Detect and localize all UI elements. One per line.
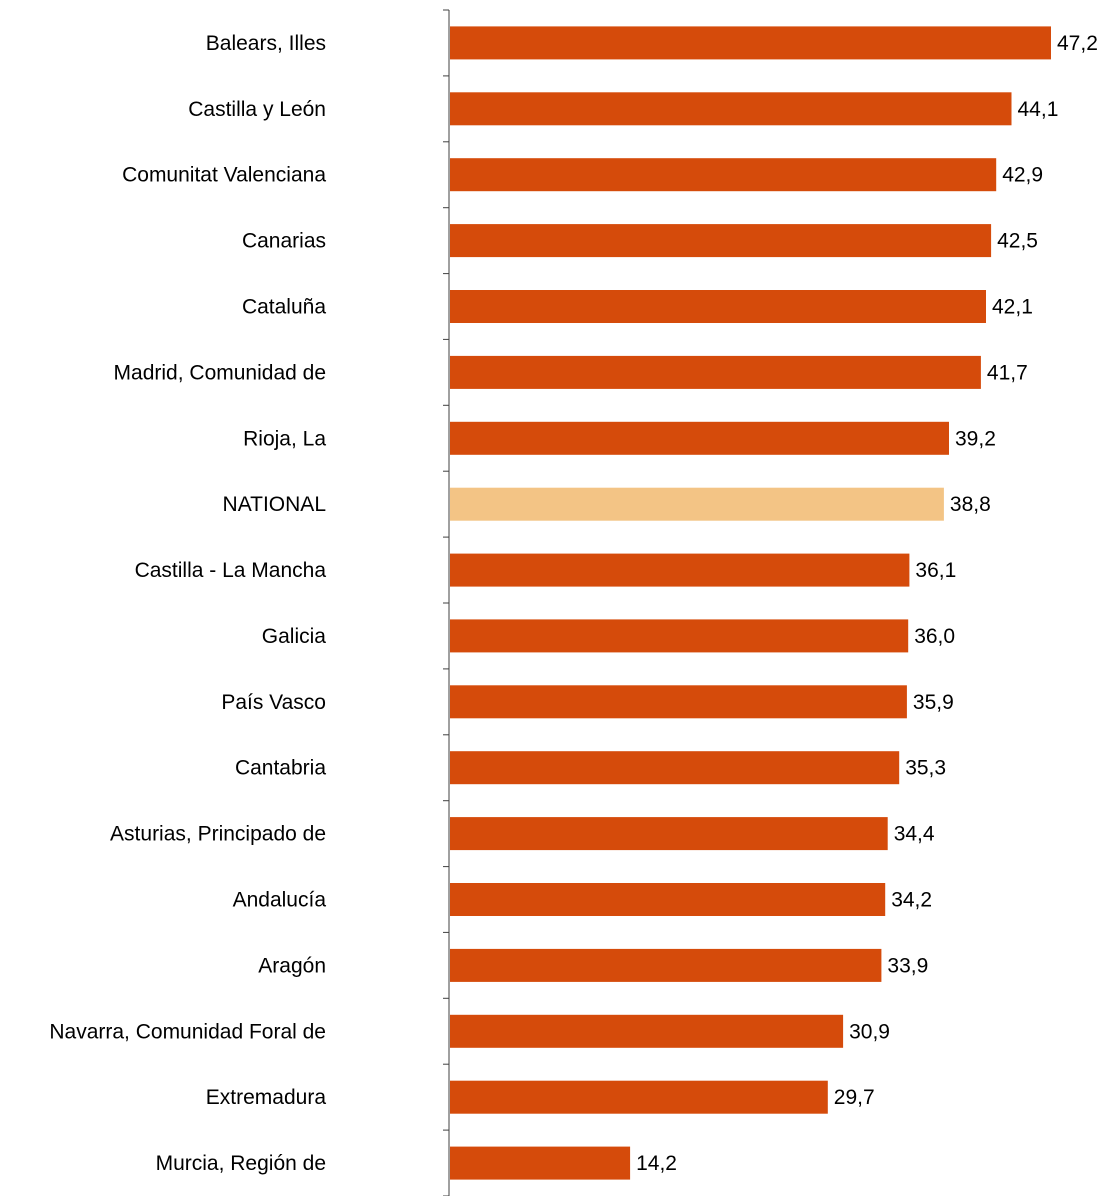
category-label-murcia-region-de: Murcia, Región de [156,1152,326,1175]
bar-aragon [450,948,882,982]
bar-national [450,487,944,521]
bar-castilla-la-mancha [450,553,910,587]
value-label-andalucia: 34,2 [891,889,932,912]
value-label-aragon: 33,9 [887,954,928,977]
value-label-galicia: 36,0 [914,625,955,648]
y-axis-group [443,9,450,1196]
bar-cantabria [450,751,900,785]
category-label-navarra-comunidad-foral-de: Navarra, Comunidad Foral de [49,1020,326,1043]
value-label-castilla-la-mancha: 36,1 [915,559,956,582]
value-label-national: 38,8 [950,493,991,516]
bar-castilla-y-leon [450,92,1012,126]
category-label-aragon: Aragón [258,954,326,977]
value-label-madrid-comunidad-de: 41,7 [987,361,1028,384]
bar-cataluna [450,290,986,323]
value-label-castilla-y-leon: 44,1 [1018,98,1059,121]
category-label-cantabria: Cantabria [235,757,326,780]
category-label-comunitat-valenciana: Comunitat Valenciana [122,164,326,187]
bar-extremadura [450,1080,828,1114]
bar-pais-vasco [450,685,907,719]
category-label-castilla-y-leon: Castilla y León [188,98,326,121]
value-label-navarra-comunidad-foral-de: 30,9 [849,1020,890,1043]
category-label-balears-illes: Balears, Illes [206,32,326,55]
value-label-pais-vasco: 35,9 [913,691,954,714]
category-label-rioja-la: Rioja, La [243,427,326,450]
bar-madrid-comunidad-de [450,355,981,389]
category-label-galicia: Galicia [262,625,327,648]
bar-murcia-region-de [450,1146,631,1180]
category-label-national: NATIONAL [223,493,326,516]
bar-galicia [450,619,909,653]
value-label-cantabria: 35,3 [905,757,946,780]
category-label-asturias-principado-de: Asturias, Principado de [110,823,326,846]
category-labels-group: Balears, Illes Castilla y León Comunitat V… [49,32,326,1175]
bar-asturias-principado-de [450,817,888,851]
bar-balears-illes [450,26,1051,60]
category-label-extremadura: Extremadura [206,1086,327,1109]
category-label-andalucia: Andalucía [233,889,327,912]
value-label-extremadura: 29,7 [834,1086,875,1109]
category-label-castilla-la-mancha: Castilla - La Mancha [135,559,327,582]
category-label-cataluna: Cataluña [242,296,326,319]
value-labels-group: 47,2 44,1 42,9 42,5 42,1 41,7 39,2 38,8 36,1 36,0… [636,32,1098,1175]
category-label-pais-vasco: País Vasco [221,691,326,714]
value-label-asturias-principado-de: 34,4 [894,823,935,846]
bar-navarra-comunidad-foral-de [450,1014,844,1048]
bar-canarias [450,224,992,258]
category-label-canarias: Canarias [242,230,326,253]
bars-group [450,26,1051,1180]
value-label-cataluna: 42,1 [992,296,1033,319]
category-label-madrid-comunidad-de: Madrid, Comunidad de [114,361,326,384]
value-label-comunitat-valenciana: 42,9 [1002,164,1043,187]
value-label-rioja-la: 39,2 [955,427,996,450]
bar-andalucia [450,883,886,916]
bar-comunitat-valenciana [450,158,997,192]
value-label-canarias: 42,5 [997,230,1038,253]
bar-rioja-la [450,421,949,455]
value-label-balears-illes: 47,2 [1057,32,1098,55]
value-label-murcia-region-de: 14,2 [636,1152,677,1175]
